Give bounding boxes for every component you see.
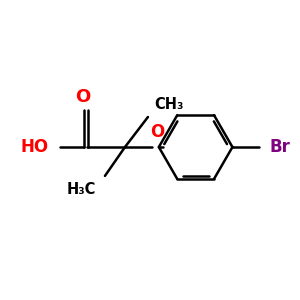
Text: O: O bbox=[150, 123, 164, 141]
Text: CH₃: CH₃ bbox=[154, 97, 183, 112]
Text: O: O bbox=[75, 88, 90, 106]
Text: HO: HO bbox=[20, 138, 48, 156]
Text: Br: Br bbox=[269, 138, 290, 156]
Text: H₃C: H₃C bbox=[67, 182, 96, 197]
